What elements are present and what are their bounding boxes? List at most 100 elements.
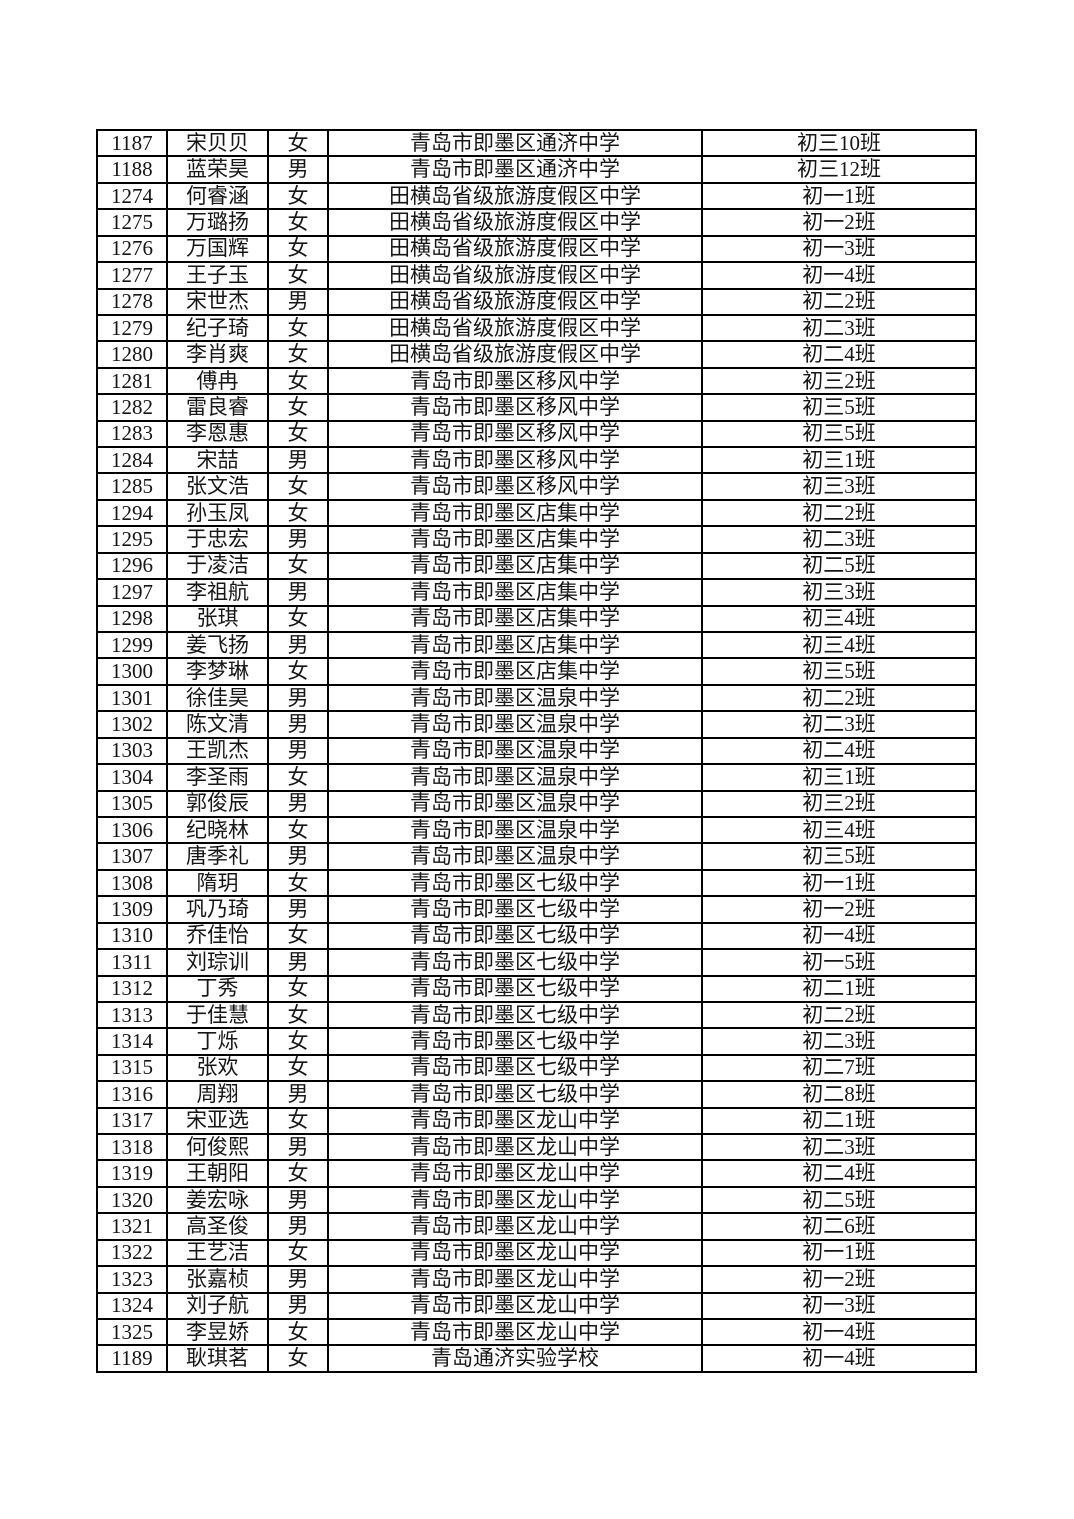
table-row: 1283 李恩惠女青岛市即墨区移风中学 初三5班	[96, 419, 977, 449]
cell-school-name: 青岛市即墨区移风中学	[327, 366, 703, 396]
cell-student-name: 张文浩	[166, 472, 269, 501]
cell-class-name: 初二3班	[701, 525, 977, 554]
cell-student-id: 1304	[96, 763, 168, 792]
cell-class-name: 初二2班	[701, 498, 977, 528]
cell-class-name: 初二2班	[701, 683, 977, 713]
cell-student-name: 万璐扬	[166, 208, 269, 237]
cell-class-name: 初三5班	[701, 419, 977, 449]
table-row: 1324 刘子航男青岛市即墨区龙山中学 初一3班	[96, 1291, 977, 1321]
cell-student-id: 1321	[96, 1212, 168, 1241]
student-roster-table: 1187 宋贝贝女青岛市即墨区通济中学 初三10班 1188 蓝荣昊男青岛市即墨区通济中…	[96, 128, 977, 1373]
cell-class-name: 初一5班	[701, 948, 977, 977]
table-row: 1302 陈文清男青岛市即墨区温泉中学 初二3班	[96, 710, 977, 739]
cell-school-name: 青岛市即墨区店集中学	[327, 525, 703, 554]
cell-student-id: 1311	[96, 948, 168, 977]
cell-class-name: 初三10班	[701, 128, 977, 158]
cell-school-name: 青岛市即墨区温泉中学	[327, 763, 703, 792]
cell-student-id: 1285	[96, 472, 168, 501]
cell-class-name: 初二4班	[701, 736, 977, 766]
table-row: 1312 丁秀女青岛市即墨区七级中学 初二1班	[96, 974, 977, 1003]
cell-class-name: 初一4班	[701, 261, 977, 290]
table-row: 1303 王凯杰男青岛市即墨区温泉中学 初二4班	[96, 736, 977, 766]
cell-student-name: 张琪	[166, 604, 269, 634]
cell-student-name: 蓝荣昊	[166, 155, 269, 184]
cell-student-id: 1317	[96, 1106, 168, 1136]
cell-student-id: 1283	[96, 419, 168, 449]
cell-student-id: 1305	[96, 789, 168, 818]
cell-student-id: 1310	[96, 921, 168, 951]
cell-student-id: 1295	[96, 525, 168, 554]
cell-student-name: 姜飞扬	[166, 630, 269, 660]
cell-class-name: 初三2班	[701, 789, 977, 818]
cell-school-name: 青岛市即墨区七级中学	[327, 1080, 703, 1109]
cell-student-name: 李恩惠	[166, 419, 269, 449]
cell-school-name: 青岛市即墨区店集中学	[327, 578, 703, 607]
cell-student-name: 唐季礼	[166, 842, 269, 871]
table-row: 1189 耿琪茗女青岛通济实验学校 初一4班	[96, 1344, 977, 1373]
cell-student-id: 1294	[96, 498, 168, 528]
cell-student-name: 宋世杰	[166, 287, 269, 316]
table-row: 1315 张欢女青岛市即墨区七级中学 初二7班	[96, 1053, 977, 1083]
cell-school-name: 青岛市即墨区移风中学	[327, 446, 703, 475]
cell-class-name: 初一2班	[701, 895, 977, 924]
table-row: 1310 乔佳怡女青岛市即墨区七级中学 初一4班	[96, 921, 977, 951]
cell-gender: 女	[267, 657, 329, 686]
cell-student-name: 李梦琳	[166, 657, 269, 686]
cell-student-id: 1284	[96, 446, 168, 475]
cell-student-name: 丁秀	[166, 974, 269, 1003]
cell-school-name: 青岛市即墨区通济中学	[327, 155, 703, 184]
table-row: 1297 李祖航男青岛市即墨区店集中学 初三3班	[96, 578, 977, 607]
cell-gender: 男	[267, 1265, 329, 1294]
cell-student-id: 1300	[96, 657, 168, 686]
cell-class-name: 初二5班	[701, 1185, 977, 1215]
table-row: 1285 张文浩女青岛市即墨区移风中学 初三3班	[96, 472, 977, 501]
table-row: 1298 张琪女青岛市即墨区店集中学 初三4班	[96, 604, 977, 634]
cell-school-name: 青岛市即墨区龙山中学	[327, 1185, 703, 1215]
cell-student-name: 张嘉桢	[166, 1265, 269, 1294]
cell-school-name: 青岛市即墨区七级中学	[327, 895, 703, 924]
table-row: 1295 于忠宏男青岛市即墨区店集中学 初二3班	[96, 525, 977, 554]
cell-school-name: 青岛市即墨区七级中学	[327, 948, 703, 977]
cell-school-name: 青岛市即墨区温泉中学	[327, 842, 703, 871]
cell-class-name: 初二8班	[701, 1080, 977, 1109]
cell-student-id: 1307	[96, 842, 168, 871]
cell-class-name: 初三5班	[701, 657, 977, 686]
table-row: 1279 纪子琦女田横岛省级旅游度假区中学 初二3班	[96, 313, 977, 343]
table-row: 1317 宋亚选女青岛市即墨区龙山中学 初二1班	[96, 1106, 977, 1136]
cell-student-name: 乔佳怡	[166, 921, 269, 951]
cell-class-name: 初一2班	[701, 1265, 977, 1294]
cell-student-id: 1301	[96, 683, 168, 713]
cell-student-name: 何俊熙	[166, 1133, 269, 1162]
cell-gender: 女	[267, 1027, 329, 1056]
cell-student-name: 刘子航	[166, 1291, 269, 1321]
cell-class-name: 初二2班	[701, 287, 977, 316]
cell-gender: 女	[267, 498, 329, 528]
table-row: 1284 宋喆男青岛市即墨区移风中学 初三1班	[96, 446, 977, 475]
table-row: 1316 周翔男青岛市即墨区七级中学 初二8班	[96, 1080, 977, 1109]
cell-gender: 女	[267, 340, 329, 369]
cell-student-name: 于凌洁	[166, 551, 269, 581]
cell-class-name: 初三1班	[701, 446, 977, 475]
cell-student-name: 于佳慧	[166, 1000, 269, 1030]
cell-school-name: 青岛市即墨区通济中学	[327, 128, 703, 158]
cell-student-name: 王朝阳	[166, 1159, 269, 1188]
cell-gender: 女	[267, 1317, 329, 1347]
cell-gender: 女	[267, 261, 329, 290]
cell-school-name: 青岛市即墨区店集中学	[327, 498, 703, 528]
cell-gender: 女	[267, 763, 329, 792]
cell-class-name: 初二7班	[701, 1053, 977, 1083]
cell-student-name: 李昱娇	[166, 1317, 269, 1347]
cell-student-id: 1316	[96, 1080, 168, 1109]
cell-class-name: 初三1班	[701, 763, 977, 792]
cell-student-id: 1188	[96, 155, 168, 184]
cell-school-name: 青岛市即墨区七级中学	[327, 1027, 703, 1056]
cell-class-name: 初二4班	[701, 1159, 977, 1188]
cell-class-name: 初一4班	[701, 1344, 977, 1373]
cell-school-name: 青岛市即墨区七级中学	[327, 868, 703, 898]
student-roster-table-container: 1187 宋贝贝女青岛市即墨区通济中学 初三10班 1188 蓝荣昊男青岛市即墨区通济中…	[96, 128, 977, 1373]
cell-gender: 女	[267, 234, 329, 264]
cell-student-id: 1299	[96, 630, 168, 660]
table-body: 1187 宋贝贝女青岛市即墨区通济中学 初三10班 1188 蓝荣昊男青岛市即墨区通济中…	[96, 128, 977, 1373]
cell-student-id: 1325	[96, 1317, 168, 1347]
cell-gender: 男	[267, 1212, 329, 1241]
